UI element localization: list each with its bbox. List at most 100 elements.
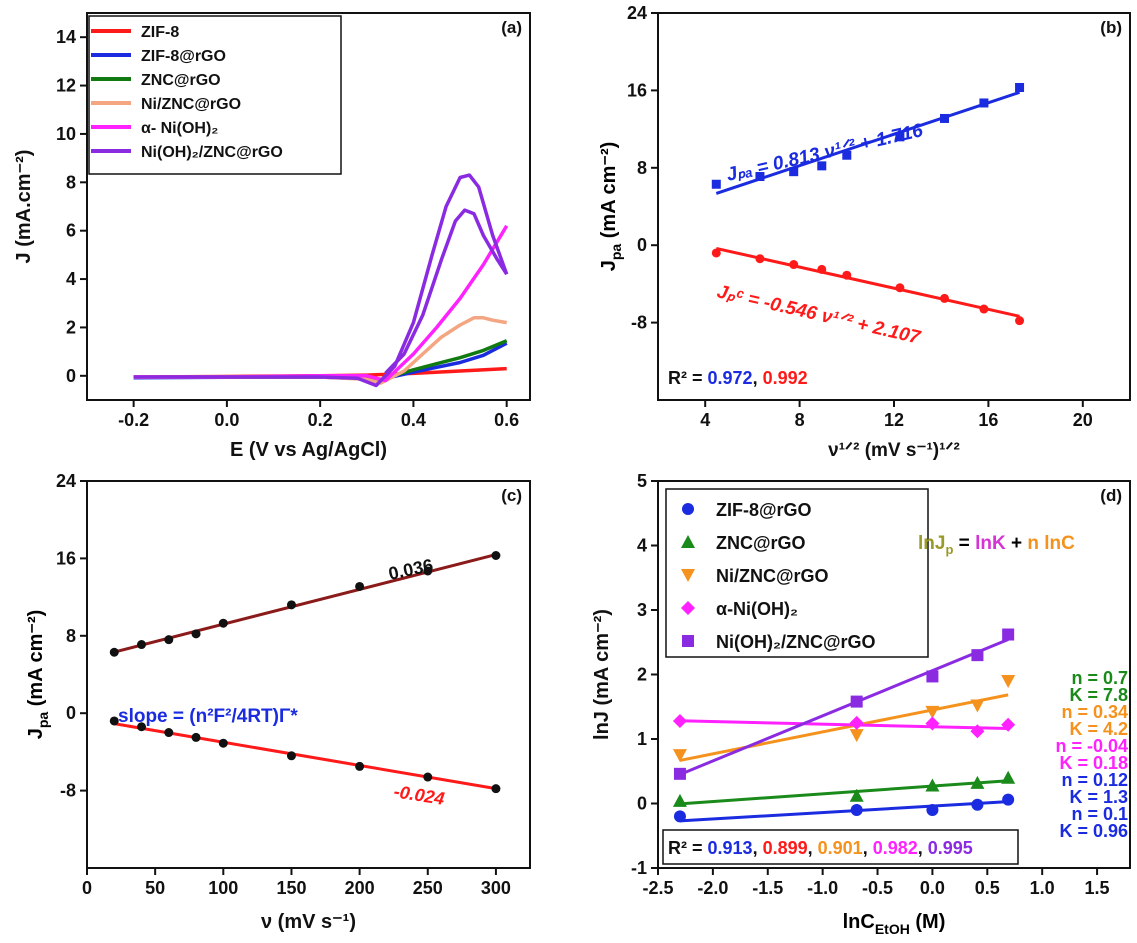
series-line — [384, 208, 509, 375]
data-point — [711, 179, 721, 189]
data-point — [491, 550, 501, 560]
data-point — [673, 767, 686, 780]
fit-line — [715, 246, 1020, 318]
data-point — [849, 715, 864, 730]
parameter-label: n = -0.04 — [1055, 736, 1128, 756]
fit-line — [113, 553, 497, 654]
parameter-label: K = 1.3 — [1069, 787, 1128, 807]
r2-separator: , — [918, 838, 928, 858]
data-point — [286, 600, 296, 610]
panel-c: 0 50 100 150 200 250 300 -8 0 8 16 24 0.036 -0.024 slo… — [25, 471, 531, 933]
r2-value: 0.899 — [763, 838, 808, 858]
data-point — [491, 784, 501, 794]
r2-prefix: R² = — [668, 368, 708, 388]
r2-value: 0.913 — [708, 838, 753, 858]
x-tick-label: 12 — [884, 410, 904, 430]
legend-label: α-Ni(OH)₂ — [716, 599, 798, 619]
data-point — [1001, 770, 1016, 784]
x-tick-label: 0.5 — [975, 878, 1000, 898]
x-tick-label: 0.6 — [494, 410, 519, 430]
y-tick-label: 0 — [637, 235, 647, 255]
data-point — [672, 749, 687, 763]
legend-label: Ni/ZNC@rGO — [141, 96, 241, 113]
data-point — [817, 264, 827, 274]
r2-separator: , — [808, 838, 818, 858]
parameter-label: K = 0.18 — [1059, 753, 1128, 773]
legend-label: ZNC@rGO — [141, 72, 221, 89]
data-point — [842, 150, 852, 160]
data-point — [940, 113, 950, 123]
fit-line — [679, 693, 1009, 762]
data-point — [789, 167, 799, 177]
legend-label: ZIF-8 — [141, 24, 179, 41]
data-point — [850, 803, 863, 816]
data-point — [682, 635, 694, 647]
legend-box — [665, 488, 929, 658]
x-tick-label: 0.0 — [920, 878, 945, 898]
x-tick-label: 0.4 — [401, 410, 426, 430]
data-point — [423, 772, 433, 782]
data-point — [218, 738, 228, 748]
y-axis-label: lnJ (mA cm⁻²) — [591, 609, 613, 740]
parameter-label: K = 4.2 — [1069, 719, 1128, 739]
fit-line — [715, 90, 1021, 195]
r2-prefix: R² = — [668, 838, 708, 858]
y-axis-label: Jpa (mA cm⁻²) — [598, 142, 624, 272]
x-axis-label: lnCEtOH (M) — [843, 911, 946, 937]
legend-label: Ni/ZNC@rGO — [716, 566, 829, 586]
data-point — [673, 810, 686, 823]
data-point — [681, 535, 695, 548]
slope-pa-label: 0.036 — [387, 555, 435, 584]
data-point — [842, 270, 852, 280]
y-tick-label: 2 — [66, 317, 76, 337]
series-line — [133, 316, 507, 385]
equation-pa: Jₚₐ = 0.813 ν¹ᐟ² + 1.716 — [724, 120, 925, 186]
r2-blue: 0.972 — [708, 368, 753, 388]
data-point — [971, 649, 984, 662]
data-point — [925, 705, 940, 719]
x-tick-label: 1.0 — [1030, 878, 1055, 898]
data-point — [1002, 793, 1015, 806]
data-point — [218, 618, 228, 628]
plot-frame — [86, 480, 531, 869]
data-point — [849, 788, 864, 802]
legend-label: Ni(OH)₂/ZNC@rGO — [716, 632, 876, 652]
data-point — [109, 647, 119, 657]
data-point — [926, 803, 939, 816]
y-tick-label: 24 — [56, 471, 76, 491]
fit-line — [679, 779, 1009, 806]
eq-equals: = — [953, 533, 975, 554]
y-tick-label: 8 — [66, 172, 76, 192]
data-point — [970, 724, 985, 739]
plot-frame — [86, 12, 531, 401]
data-point — [755, 172, 765, 182]
x-tick-label: 0.2 — [308, 410, 333, 430]
fit-line — [679, 800, 1009, 823]
y-tick-label: -1 — [631, 858, 647, 878]
data-point — [789, 260, 799, 270]
y-tick-label: 6 — [66, 221, 76, 241]
data-point — [423, 566, 433, 576]
panel-a: -0.2 0.0 0.2 0.4 0.6 0 2 4 6 8 10 12 14 ZIF-8 ZIF-8@rG… — [13, 12, 531, 461]
panel-label: (a) — [501, 18, 522, 37]
y-label-main: J — [598, 260, 620, 271]
data-point — [979, 98, 989, 108]
y-tick-label: 14 — [56, 27, 76, 47]
y-label-sub: pa — [608, 244, 624, 261]
y-tick-label: 4 — [637, 536, 647, 556]
data-point — [672, 793, 687, 807]
data-point — [682, 503, 694, 515]
x-tick-label: 20 — [1073, 410, 1093, 430]
data-point — [895, 132, 905, 142]
r-squared-label: R² = 0.913, 0.899, 0.901, 0.982, 0.995 — [668, 838, 973, 858]
data-point — [137, 640, 147, 650]
eq-lnj: lnJ — [918, 533, 945, 554]
r2-value: 0.901 — [818, 838, 863, 858]
data-point — [979, 304, 989, 314]
data-point — [681, 601, 695, 615]
data-point — [926, 670, 939, 683]
x-tick-label: -1.5 — [752, 878, 783, 898]
y-tick-label: -8 — [60, 781, 76, 801]
data-point — [137, 722, 147, 732]
rate-equation: lnJp = lnK + n lnC — [918, 533, 1075, 557]
